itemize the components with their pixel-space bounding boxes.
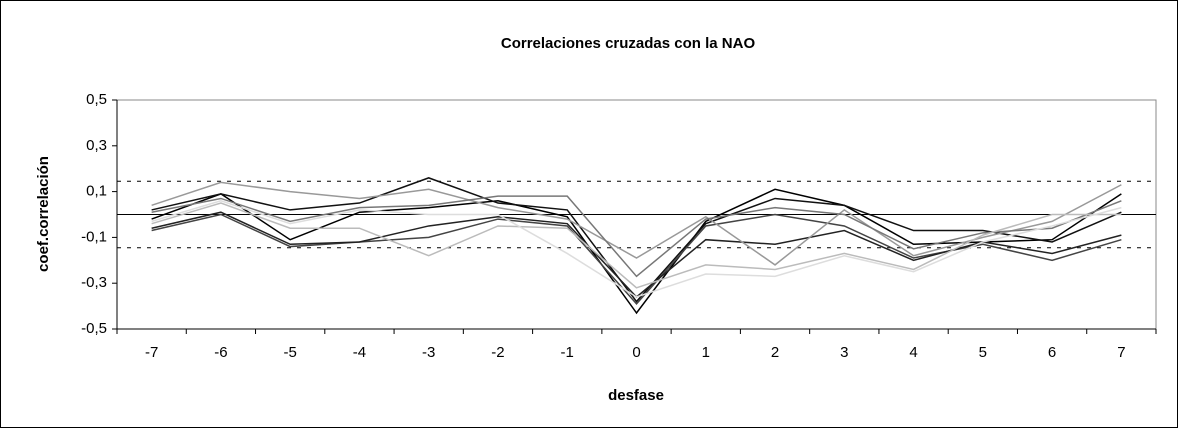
series-line — [151, 199, 1122, 298]
series-line — [151, 177, 1122, 303]
x-tick-label: -7 — [145, 344, 158, 361]
x-tick-label: 6 — [1048, 344, 1056, 361]
x-tick-label: -5 — [283, 344, 296, 361]
x-tick-label: 5 — [979, 344, 987, 361]
y-tick-label: -0,3 — [81, 274, 107, 291]
x-axis-label: desfase — [608, 387, 664, 404]
series-line — [151, 195, 1122, 278]
x-tick-label: 4 — [909, 344, 917, 361]
y-tick-label: 0,3 — [86, 137, 107, 154]
x-tick-label: -6 — [214, 344, 227, 361]
y-tick-label: 0,1 — [86, 183, 107, 200]
x-tick-label: 3 — [840, 344, 848, 361]
x-tick-label: -4 — [353, 344, 366, 361]
x-tick-label: -3 — [422, 344, 435, 361]
y-axis-label: coef.correlación — [35, 156, 52, 272]
series-line — [151, 202, 1122, 289]
x-tick-label: -2 — [491, 344, 504, 361]
series-line — [151, 181, 1122, 266]
y-tick-label: 0,5 — [86, 91, 107, 108]
x-tick-label: -1 — [561, 344, 574, 361]
chart-title: Correlaciones cruzadas con la NAO — [501, 35, 756, 52]
x-tick-label: 7 — [1117, 344, 1125, 361]
y-tick-label: -0,1 — [81, 228, 107, 245]
y-tick-label: -0,5 — [81, 320, 107, 337]
x-tick-label: 1 — [702, 344, 710, 361]
x-tick-label: 2 — [771, 344, 779, 361]
x-tick-label: 0 — [632, 344, 640, 361]
